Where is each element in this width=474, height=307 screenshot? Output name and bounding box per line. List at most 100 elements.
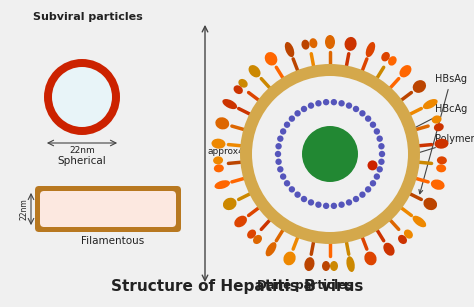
Text: 22nm: 22nm [69,146,95,155]
Circle shape [315,201,322,208]
Text: HBsAg: HBsAg [419,74,467,194]
Circle shape [284,180,290,186]
Ellipse shape [365,251,377,265]
Circle shape [359,110,365,117]
Ellipse shape [413,80,426,93]
FancyBboxPatch shape [35,186,181,232]
Circle shape [376,135,383,142]
Ellipse shape [285,42,294,57]
Circle shape [52,67,112,127]
Ellipse shape [215,117,229,130]
Ellipse shape [437,156,447,164]
Text: Structure of Hepatitis B virus: Structure of Hepatitis B virus [111,279,363,294]
Circle shape [323,203,329,209]
Circle shape [301,106,307,112]
Ellipse shape [423,198,437,210]
Ellipse shape [283,251,296,265]
Circle shape [275,143,282,150]
Ellipse shape [253,235,262,244]
Ellipse shape [215,180,230,189]
Ellipse shape [247,230,256,239]
Text: Dane particles: Dane particles [257,279,353,292]
Circle shape [277,166,283,173]
Circle shape [302,126,358,182]
Text: Polymerase: Polymerase [382,134,474,165]
Circle shape [289,115,295,122]
Ellipse shape [223,198,237,210]
Ellipse shape [325,35,335,49]
Circle shape [280,173,286,180]
Ellipse shape [431,180,445,190]
Circle shape [374,173,380,180]
Circle shape [365,186,371,192]
Text: approx42nm: approx42nm [208,147,265,157]
Circle shape [252,76,408,232]
Circle shape [346,199,352,206]
Circle shape [338,100,345,107]
Circle shape [301,196,307,202]
Ellipse shape [214,164,224,172]
Circle shape [353,106,359,112]
Circle shape [359,192,365,198]
Circle shape [277,135,283,142]
Ellipse shape [383,243,394,256]
Ellipse shape [304,257,315,271]
Ellipse shape [310,38,318,48]
Ellipse shape [330,261,338,271]
Ellipse shape [213,156,223,164]
Text: Spherical: Spherical [58,156,106,166]
Circle shape [378,143,384,150]
Circle shape [338,201,345,208]
Ellipse shape [400,65,411,77]
Ellipse shape [322,261,330,271]
Ellipse shape [346,256,355,272]
Circle shape [308,103,314,109]
Ellipse shape [398,235,407,244]
Ellipse shape [434,123,444,131]
Ellipse shape [436,164,446,172]
Circle shape [275,151,281,157]
Text: 22nm: 22nm [20,198,29,220]
Circle shape [376,166,383,173]
Circle shape [374,128,380,135]
Circle shape [353,196,359,202]
Circle shape [308,199,314,206]
Circle shape [294,110,301,117]
Ellipse shape [345,37,356,51]
Circle shape [367,160,377,170]
Ellipse shape [432,115,442,124]
Text: HBcAg: HBcAg [385,104,467,143]
Circle shape [315,100,322,107]
Text: Filamentous: Filamentous [82,236,145,246]
Ellipse shape [435,139,448,149]
Ellipse shape [388,56,397,66]
Ellipse shape [412,216,426,227]
Circle shape [289,186,295,192]
Ellipse shape [301,40,310,50]
Ellipse shape [222,99,237,109]
Ellipse shape [234,85,243,94]
Ellipse shape [404,230,413,239]
Ellipse shape [248,65,261,77]
Circle shape [275,158,282,165]
FancyBboxPatch shape [40,191,176,227]
Circle shape [294,192,301,198]
Circle shape [370,180,376,186]
Circle shape [331,203,337,209]
Circle shape [379,151,385,157]
Ellipse shape [238,79,248,88]
Circle shape [280,128,286,135]
Circle shape [365,115,371,122]
Ellipse shape [423,99,438,109]
Ellipse shape [234,216,247,227]
Ellipse shape [265,242,276,256]
Circle shape [284,122,290,128]
Ellipse shape [211,139,226,149]
Ellipse shape [265,52,277,65]
Ellipse shape [381,52,390,61]
Ellipse shape [366,42,375,57]
Circle shape [323,99,329,105]
Text: Subviral particles: Subviral particles [33,12,143,22]
Circle shape [370,122,376,128]
Circle shape [331,99,337,105]
